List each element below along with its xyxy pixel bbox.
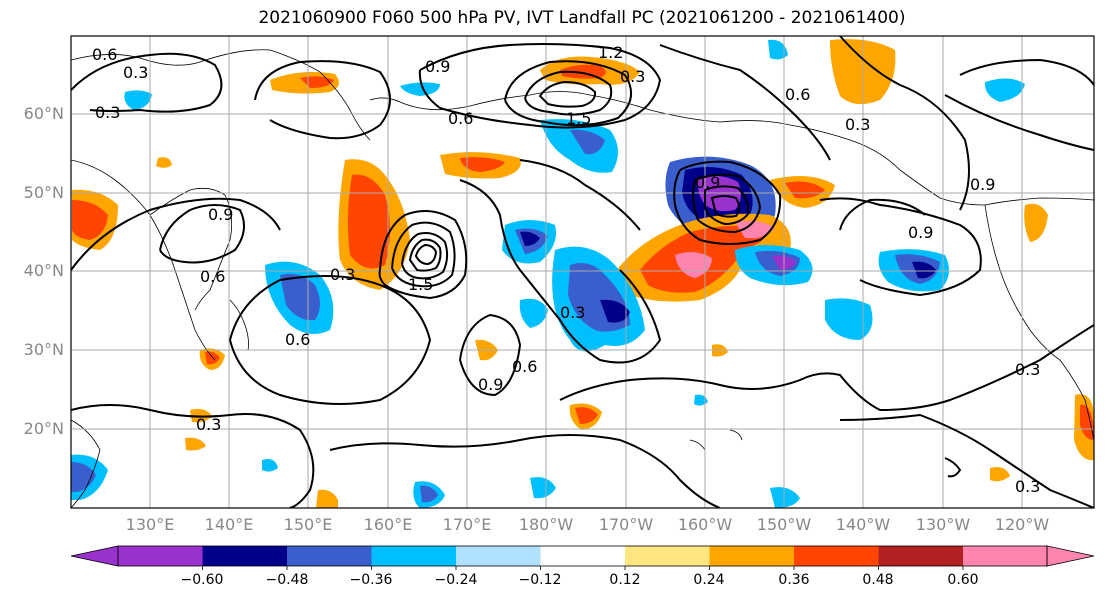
pv-contours	[71, 36, 1094, 508]
colorbar-tick-label: 0.60	[947, 572, 979, 588]
colorbar-segment	[963, 546, 1047, 566]
lat-label: 60°N	[23, 104, 64, 123]
lon-label: 140°W	[835, 515, 891, 534]
contour-label: 0.9	[908, 223, 933, 242]
contour-label: 0.9	[970, 175, 995, 194]
lon-label: 130°E	[125, 515, 175, 534]
contour-label: 1.5	[408, 275, 433, 294]
contour-label: 0.3	[1015, 477, 1040, 496]
colorbar-segment	[118, 546, 203, 566]
contour-label: 0.9	[208, 205, 233, 224]
lon-label: 160°E	[363, 515, 413, 534]
coastlines	[71, 49, 1094, 508]
contour-label: 0.3	[123, 63, 148, 82]
colorbar-extend-low	[70, 545, 119, 567]
colorbar-segment	[625, 546, 710, 566]
lon-label: 150°E	[283, 515, 333, 534]
contour-label: 0.6	[92, 45, 117, 64]
lon-label: 140°E	[204, 515, 254, 534]
colorbar-segment	[287, 546, 372, 566]
contour-label: 0.9	[478, 375, 503, 394]
colorbar-tick-label: −0.60	[180, 572, 224, 588]
contour-label: 0.3	[196, 415, 221, 434]
colorbar-tick-label: 0.24	[693, 572, 725, 588]
colorbar-tick-label: −0.48	[265, 572, 309, 588]
contour-label: 1.2	[598, 43, 623, 62]
lon-label: 160°W	[677, 515, 733, 534]
contour-label: 0.3	[845, 115, 870, 134]
contour-label: 0.3	[95, 103, 120, 122]
contour-label: 0.3	[330, 265, 355, 284]
contour-label: 1.5	[566, 109, 591, 128]
lat-label: 30°N	[23, 340, 64, 359]
colorbar-segment	[709, 546, 794, 566]
contour-label: 0.3	[560, 303, 585, 322]
contour-label: 0.9	[695, 173, 720, 192]
contour-label: 0.3	[620, 67, 645, 86]
colorbar-segment	[540, 546, 625, 566]
colorbar	[70, 545, 1095, 570]
colorbar-extend-high	[1046, 545, 1095, 567]
colorbar-tick-label: 0.12	[609, 572, 641, 588]
colorbar-segment	[202, 546, 287, 566]
colorbar-segment	[371, 546, 456, 566]
colorbar-segment	[794, 546, 879, 566]
lat-label: 40°N	[23, 261, 64, 280]
lat-label: 50°N	[23, 183, 64, 202]
lat-label: 20°N	[23, 419, 64, 438]
contour-label: 0.6	[200, 267, 225, 286]
lon-label: 150°W	[756, 515, 812, 534]
contour-label: 0.6	[512, 357, 537, 376]
map-frame	[70, 35, 1095, 509]
colorbar-tick-label: 0.36	[778, 572, 810, 588]
lon-label: 180°W	[518, 515, 574, 534]
contour-label: 0.6	[448, 109, 473, 128]
colorbar-tick-label: −0.36	[349, 572, 393, 588]
pv-shading	[71, 39, 1094, 508]
lon-label: 170°E	[442, 515, 492, 534]
lon-label: 170°W	[598, 515, 654, 534]
colorbar-segment	[456, 546, 541, 566]
contour-label: 0.6	[785, 85, 810, 104]
contour-label: 0.9	[425, 57, 450, 76]
colorbar-segment	[878, 546, 963, 566]
colorbar-tick-label: −0.24	[434, 572, 478, 588]
map-title: 2021060900 F060 500 hPa PV, IVT Landfall…	[258, 8, 906, 28]
contour-labels: 0.6 0.3 0.3 0.9 1.2 1.5 0.6 0.6 0.3 0.9 …	[92, 43, 1040, 496]
contour-label: 0.3	[1015, 360, 1040, 379]
lon-label: 130°W	[915, 515, 971, 534]
map-plot-area: 0.6 0.3 0.3 0.9 1.2 1.5 0.6 0.6 0.3 0.9 …	[71, 36, 1094, 508]
gridlines	[71, 36, 1094, 508]
colorbar-tick-label: −0.12	[518, 572, 562, 588]
lon-label: 120°W	[994, 515, 1050, 534]
colorbar-tick-label: 0.48	[862, 572, 894, 588]
contour-label: 0.6	[285, 330, 310, 349]
